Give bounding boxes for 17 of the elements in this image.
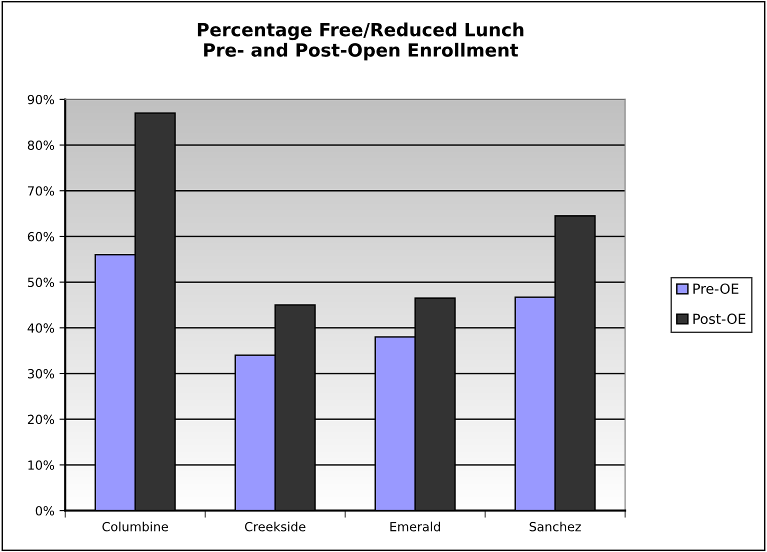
y-tick-label: 90% [28, 94, 54, 104]
y-tick-label: 70% [28, 186, 54, 196]
x-tick-label: Sanchez [530, 522, 581, 532]
legend-label: Pre-OE [693, 283, 738, 294]
y-tick-label: 60% [28, 232, 54, 242]
y-tick-label: 80% [28, 140, 54, 150]
y-tick-label: 20% [28, 414, 54, 424]
y-tick-label: 40% [28, 323, 54, 333]
y-tick-label: 0% [36, 506, 54, 516]
legend-label: Post-OE [693, 314, 746, 324]
x-tick-label: Emerald [390, 522, 440, 532]
chart-title: Percentage Free/Reduced Lunch Pre- and Post-Open Enrollment [198, 22, 524, 60]
x-tick-label: Creekside [244, 522, 306, 532]
y-tick-label: 30% [28, 368, 54, 378]
y-tick-label: 50% [28, 278, 54, 288]
x-tick-label: Columbine [102, 522, 168, 532]
y-tick-label: 10% [28, 460, 54, 470]
